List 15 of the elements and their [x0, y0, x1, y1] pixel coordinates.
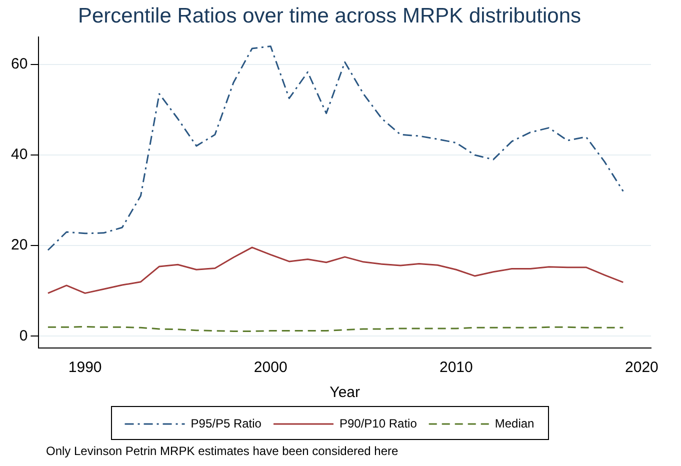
x-tick-label: 2010	[439, 359, 473, 376]
x-axis-title: Year	[330, 384, 360, 402]
x-tick-label: 1990	[68, 359, 102, 376]
y-tick-label: 60	[10, 56, 28, 73]
y-tick-label: 0	[19, 327, 28, 344]
x-tick-label: 2020	[625, 359, 658, 376]
legend-label: P90/P10 Ratio	[339, 416, 418, 430]
x-tick-label: 2000	[254, 359, 288, 376]
y-tick-label: 40	[10, 146, 28, 164]
legend-label: Median	[494, 416, 534, 430]
text: Only Levinson Petrin MRPK estimates have been considered here	[46, 444, 398, 458]
line-series	[47, 46, 624, 251]
chart-title: Percentile Ratios over time across MRPK distributions	[78, 4, 582, 28]
legend-label: P95/P5 Ratio	[190, 416, 262, 430]
y-tick-label: 20	[10, 236, 28, 254]
